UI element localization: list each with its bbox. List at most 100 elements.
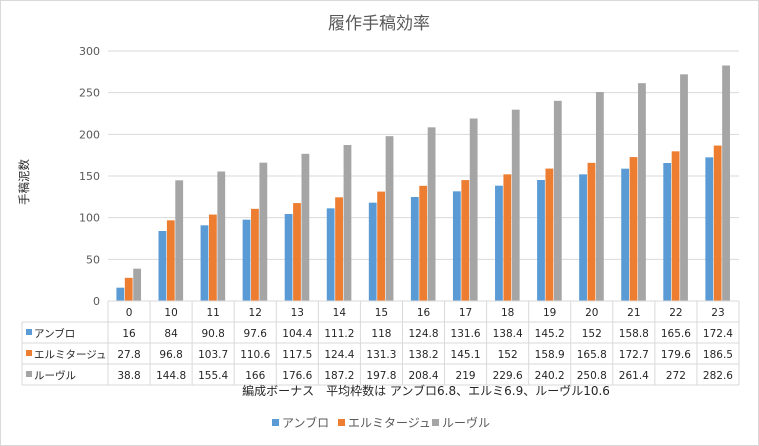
bars xyxy=(116,65,730,301)
legend-key xyxy=(272,419,279,426)
bar-1-2 xyxy=(208,214,217,301)
table-cell: 131.6 xyxy=(451,328,481,340)
bar-2-14 xyxy=(722,65,730,301)
table-cell: 117.5 xyxy=(282,349,312,361)
table-series-label: エルミタージュ xyxy=(34,349,107,361)
bar-1-8 xyxy=(461,180,470,301)
table-cell: 131.3 xyxy=(366,349,396,361)
bar-1-5 xyxy=(335,197,343,301)
category-label: 11 xyxy=(206,307,219,319)
category-label: 22 xyxy=(669,307,682,319)
table-cell: 158.9 xyxy=(535,349,565,361)
table-cell: 172.4 xyxy=(703,328,733,340)
table-cell: 97.6 xyxy=(244,328,268,340)
table-cell: 111.2 xyxy=(324,328,354,340)
bar-0-10 xyxy=(537,180,545,301)
bar-2-5 xyxy=(343,145,352,301)
table-cell: 110.6 xyxy=(240,349,270,361)
category-label: 14 xyxy=(333,307,347,319)
bar-0-7 xyxy=(410,197,419,301)
table-cell: 176.6 xyxy=(282,370,312,382)
y-tick-label: 50 xyxy=(86,253,100,266)
bar-0-6 xyxy=(368,202,377,301)
table-cell: 187.2 xyxy=(324,370,354,382)
table-cell: 138.2 xyxy=(408,349,438,361)
bar-2-4 xyxy=(301,153,310,301)
bar-0-11 xyxy=(579,174,587,301)
table-cell: 165.6 xyxy=(661,328,691,340)
table-cell: 250.8 xyxy=(577,370,607,382)
table-cell: 272 xyxy=(666,370,686,382)
legend-key xyxy=(338,419,345,426)
bar-0-0 xyxy=(116,287,125,301)
bar-2-7 xyxy=(427,127,436,301)
bar-0-14 xyxy=(705,157,714,301)
table-cell: 186.5 xyxy=(703,349,733,361)
bar-0-2 xyxy=(200,225,209,301)
bar-2-6 xyxy=(385,136,394,301)
table-cell: 197.8 xyxy=(366,370,396,382)
table-cell: 165.8 xyxy=(577,349,607,361)
bar-1-3 xyxy=(251,208,259,301)
category-label: 13 xyxy=(291,307,304,319)
table-cell: 145.2 xyxy=(535,328,565,340)
table-cell: 152 xyxy=(582,328,602,340)
table-cell: 208.4 xyxy=(408,370,438,382)
bar-1-7 xyxy=(419,185,428,301)
table-series-label: ルーヴル xyxy=(34,369,76,382)
bar-1-11 xyxy=(587,162,596,301)
category-label: 12 xyxy=(249,307,262,319)
bar-1-0 xyxy=(124,277,133,301)
table-legend-key xyxy=(26,371,32,377)
bar-1-12 xyxy=(629,157,638,301)
bar-2-11 xyxy=(595,92,604,301)
table-cell: 240.2 xyxy=(535,370,565,382)
bar-0-3 xyxy=(242,219,251,301)
bar-2-2 xyxy=(217,171,226,301)
legend-entry: ルーヴル xyxy=(442,415,490,430)
table-cell: 124.8 xyxy=(408,328,438,340)
legend-entry: エルミタージュ xyxy=(348,416,431,430)
y-axis-label: 手稿泥数 xyxy=(17,159,31,205)
y-tick-label: 0 xyxy=(93,295,100,308)
bar-1-4 xyxy=(293,203,301,301)
category-label: 10 xyxy=(164,307,177,319)
bar-1-14 xyxy=(713,145,722,301)
bar-0-5 xyxy=(326,208,335,301)
bar-2-12 xyxy=(638,83,646,301)
bar-0-1 xyxy=(158,231,167,301)
category-label: 0 xyxy=(126,307,133,319)
bar-2-1 xyxy=(175,180,184,301)
table-series-label: アンブロ xyxy=(34,327,75,340)
table-cell: 90.8 xyxy=(201,328,224,340)
bar-2-3 xyxy=(259,162,268,301)
x-axis-label: 編成ボーナス 平均枠数は アンブロ6.8、エルミ6.9、ルーヴル10.6 xyxy=(242,383,610,398)
table-cell: 166 xyxy=(245,370,265,382)
category-label: 18 xyxy=(501,307,514,319)
legend-key xyxy=(432,419,439,426)
table-cell: 84 xyxy=(164,328,178,340)
y-tick-label: 100 xyxy=(79,212,100,225)
y-tick-label: 300 xyxy=(79,45,100,58)
table-cell: 124.4 xyxy=(324,349,354,361)
y-tick-label: 200 xyxy=(79,128,100,141)
table-cell: 261.4 xyxy=(619,370,649,382)
bar-1-6 xyxy=(377,191,386,301)
legend: アンブロ エルミタージュ ルーヴル xyxy=(272,415,490,430)
table-cell: 27.8 xyxy=(117,349,140,361)
table-cell: 155.4 xyxy=(198,370,228,382)
bar-0-13 xyxy=(663,163,672,301)
bar-0-12 xyxy=(621,168,630,301)
table-cell: 145.1 xyxy=(451,349,481,361)
table-cell: 282.6 xyxy=(703,370,733,382)
bar-1-10 xyxy=(545,168,554,301)
y-tick-labels: 0 50 100 150 200 250 300 xyxy=(79,45,100,308)
bar-2-13 xyxy=(680,74,688,301)
table-cell: 219 xyxy=(456,370,476,382)
bar-0-9 xyxy=(495,185,503,301)
table-cell: 118 xyxy=(371,328,391,340)
bar-2-10 xyxy=(553,100,562,301)
table-cell: 229.6 xyxy=(493,370,523,382)
chart-title: 履作手稿効率 xyxy=(328,14,430,34)
